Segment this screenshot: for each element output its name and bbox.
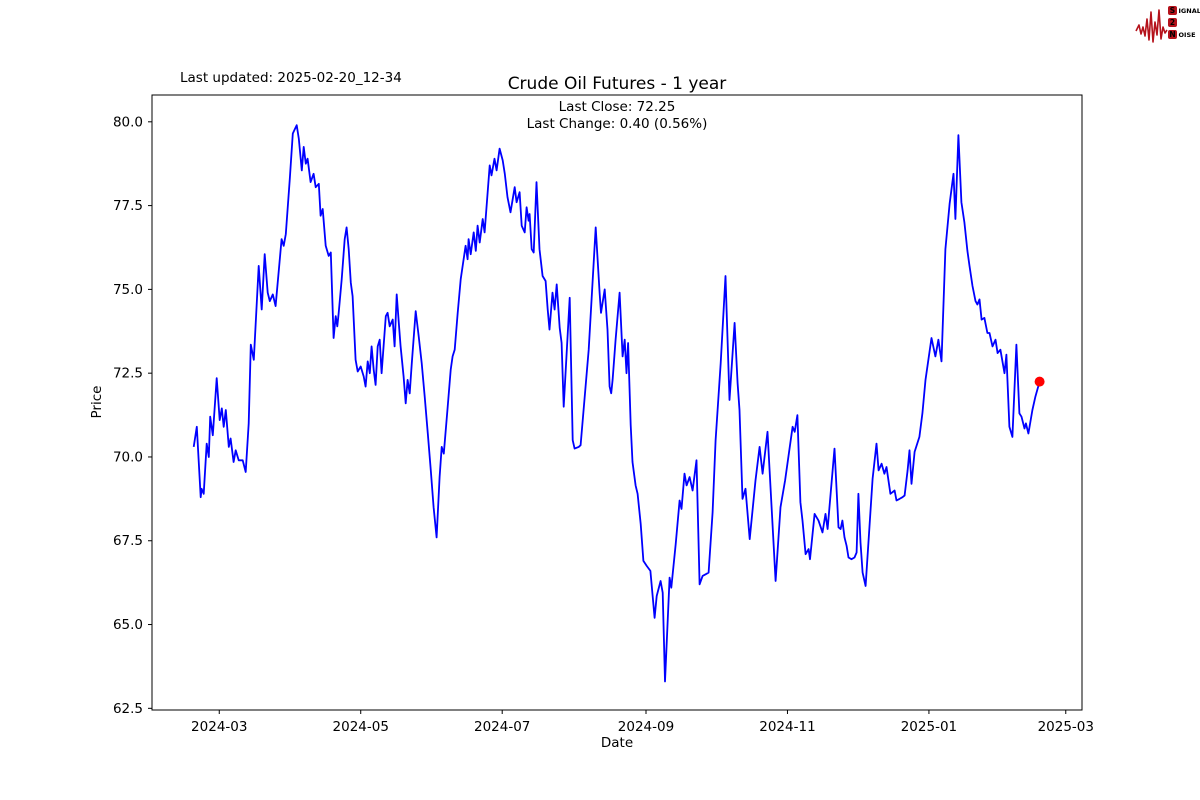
signal2noise-logo: S IGNAL 2 N OISE — [1135, 6, 1200, 43]
y-axis-label: Price — [89, 386, 105, 419]
logo-box-2 — [1168, 18, 1177, 27]
logo-box-n — [1168, 30, 1177, 39]
chart-subtitle-change: Last Change: 0.40 (0.56%) — [527, 116, 708, 132]
last-updated-text: Last updated: 2025-02-20_12-34 — [180, 70, 402, 86]
chart-subtitle-close: Last Close: 72.25 — [559, 99, 676, 115]
last-price-dot — [1034, 376, 1045, 387]
axis-ticks: 2024-03 2024-05 2024-07 2024-09 2024-11 2025-… — [113, 114, 1094, 735]
y-tick-label: 65.0 — [113, 617, 143, 633]
logo-text-oise: OISE — [1179, 31, 1196, 39]
chart-title: Crude Oil Futures - 1 year — [508, 74, 727, 94]
x-tick-label: 2024-11 — [759, 719, 815, 735]
logo-letter-2: 2 — [1170, 18, 1175, 27]
plot-area — [151, 94, 1083, 711]
y-tick-label: 67.5 — [113, 533, 143, 549]
y-tick-label: 72.5 — [113, 366, 143, 382]
x-tick-label: 2024-07 — [474, 719, 530, 735]
x-axis-label: Date — [601, 735, 633, 751]
y-tick-label: 77.5 — [113, 198, 143, 214]
y-tick-label: 80.0 — [113, 114, 143, 130]
x-tick-label: 2024-09 — [618, 719, 674, 735]
logo-text-ignal: IGNAL — [1179, 7, 1200, 15]
y-tick-label: 70.0 — [113, 449, 143, 465]
logo-waveform-icon — [1135, 9, 1168, 43]
x-tick-label: 2025-01 — [901, 719, 957, 735]
logo-letter-n: N — [1169, 30, 1175, 39]
y-tick-label: 62.5 — [113, 701, 143, 717]
logo-letter-s: S — [1170, 6, 1175, 15]
price-line — [192, 124, 1041, 683]
logo-box-s — [1168, 6, 1177, 15]
x-tick-label: 2024-03 — [191, 719, 247, 735]
x-tick-label: 2025-03 — [1038, 719, 1094, 735]
x-tick-label: 2024-05 — [333, 719, 389, 735]
y-tick-label: 75.0 — [113, 282, 143, 298]
